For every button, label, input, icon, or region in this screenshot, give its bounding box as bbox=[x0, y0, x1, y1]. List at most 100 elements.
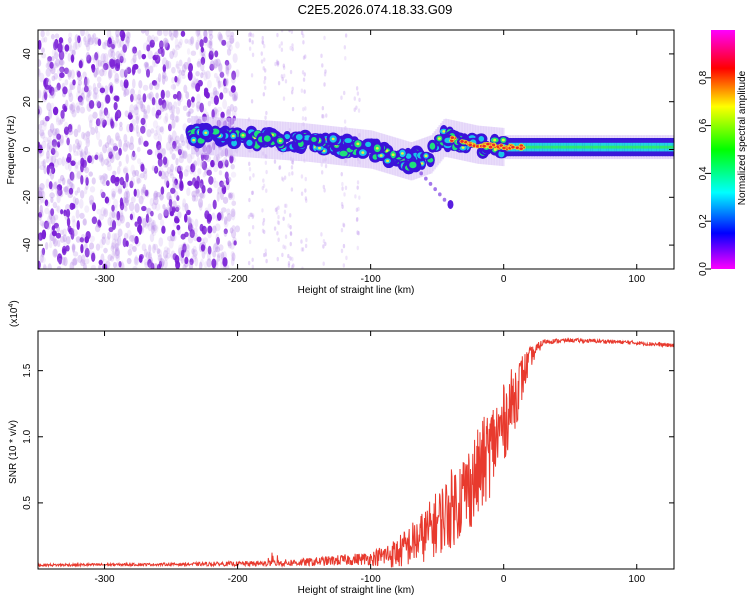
spectrogram-noise-cell bbox=[129, 104, 135, 115]
spectrogram-noise-cell bbox=[47, 135, 52, 145]
spectrogram-noise-cell bbox=[107, 147, 113, 156]
spectrogram-noise-cell bbox=[125, 86, 131, 96]
spectrogram-noise-cell bbox=[72, 79, 76, 86]
spectrogram-noise-cell bbox=[106, 134, 112, 145]
spectrogram-noise-cell bbox=[201, 184, 206, 192]
spectrogram-faint-cell bbox=[278, 165, 282, 170]
spectrogram-noise-cell bbox=[143, 248, 148, 258]
spectrogram-noise-cell bbox=[143, 170, 148, 181]
spectrogram-noise-cell bbox=[51, 230, 57, 237]
spectrogram-noise-cell bbox=[184, 203, 189, 213]
spectrogram-faint-cell bbox=[289, 241, 292, 247]
spectrogram-noise-cell bbox=[158, 170, 163, 177]
spectrogram-noise-cell bbox=[208, 175, 214, 185]
spectrogram-noise-cell bbox=[72, 143, 77, 153]
spectrogram-noise-cell bbox=[123, 197, 128, 208]
spectrogram-noise-cell bbox=[85, 94, 90, 102]
spectrogram-noise-cell bbox=[211, 109, 215, 119]
spectrogram-noise-cell bbox=[213, 59, 219, 69]
spectrogram-noise-cell bbox=[177, 98, 181, 107]
spectrogram-noise-cell bbox=[88, 37, 94, 46]
snr-panel: -300 -200 -100 0 100 0.51.01.5 Height of str… bbox=[8, 300, 675, 596]
spectrogram-faint-cell bbox=[356, 180, 360, 185]
spectrogram-noise-cell bbox=[172, 93, 178, 100]
spectrogram-band-core bbox=[582, 145, 586, 149]
spectrogram-noise-cell bbox=[143, 110, 148, 119]
spectrogram-noise-cell bbox=[74, 197, 79, 205]
spectrogram-noise-cell bbox=[115, 254, 121, 262]
spectrogram-noise-cell bbox=[89, 119, 93, 129]
spectrogram-noise-cell bbox=[205, 70, 211, 80]
spectrogram-noise-cell bbox=[91, 252, 96, 262]
spectrogram-noise-cell bbox=[139, 173, 145, 179]
spectrogram-noise-cell bbox=[221, 39, 227, 46]
spectrogram-band-core bbox=[635, 145, 639, 149]
spectrogram-noise-cell bbox=[182, 198, 187, 208]
spectrogram-noise-cell bbox=[59, 174, 65, 182]
spectrogram-noise-cell bbox=[169, 106, 174, 114]
spectrogram-noise-cell bbox=[111, 238, 117, 249]
spectrogram-noise-cell bbox=[203, 30, 208, 38]
spectrogram-noise-cell bbox=[187, 216, 192, 226]
spectrogram-noise-cell bbox=[105, 111, 110, 119]
spectrogram-faint-cell bbox=[289, 45, 292, 51]
spectrogram-noise-cell bbox=[86, 90, 91, 98]
spectrogram-noise-cell bbox=[202, 237, 209, 244]
spectrogram-faint-cell bbox=[287, 260, 291, 266]
spectrogram-x-tick-label: 100 bbox=[628, 274, 645, 285]
spectrogram-noise-cell bbox=[52, 128, 58, 136]
spectrogram-noise-cell bbox=[186, 98, 192, 108]
spectrogram-noise-cell bbox=[190, 36, 195, 45]
spectrogram-noise-cell bbox=[174, 135, 181, 144]
spectrogram-noise-cell bbox=[193, 227, 198, 235]
spectrogram-noise-cell bbox=[126, 229, 132, 239]
spectrogram-noise-cell bbox=[219, 92, 224, 100]
spectrogram-noise-cell bbox=[86, 151, 91, 159]
spectrogram-noise-cell bbox=[75, 236, 81, 243]
spectrogram-noise-cell bbox=[231, 192, 235, 201]
spectrogram-noise-cell bbox=[140, 117, 146, 126]
spectrogram-noise-cell bbox=[213, 63, 217, 70]
spectrogram-noise-cell bbox=[47, 263, 52, 269]
spectrogram-noise-cell bbox=[96, 208, 102, 215]
spectrogram-noise-cell bbox=[126, 257, 132, 265]
spectrogram-noise-cell bbox=[213, 72, 218, 79]
spectrogram-noise-cell bbox=[123, 140, 130, 148]
spectrogram-noise-cell bbox=[135, 115, 140, 125]
spectrogram-noise-cell bbox=[41, 247, 46, 256]
spectrogram-faint-cell bbox=[289, 230, 293, 236]
spectrogram-noise-cell bbox=[163, 259, 168, 269]
spectrogram-faint-cell bbox=[322, 114, 325, 119]
spectrogram-faint-cell bbox=[289, 256, 292, 261]
spectrogram-noise-cell bbox=[91, 216, 98, 225]
spectrogram-noise-cell bbox=[135, 188, 140, 198]
spectrogram-blob-core bbox=[375, 146, 379, 150]
spectrogram-noise-cell bbox=[46, 150, 50, 160]
spectrogram-streak bbox=[419, 171, 423, 176]
spectrogram-faint-cell bbox=[304, 176, 307, 182]
spectrogram-noise-cell bbox=[218, 63, 223, 73]
spectrogram-noise-cell bbox=[98, 109, 103, 117]
spectrogram-noise-cell bbox=[42, 136, 49, 143]
spectrogram-noise-cell bbox=[104, 173, 109, 181]
spectrogram-noise-cell bbox=[38, 59, 42, 67]
spectrogram-faint-cell bbox=[358, 97, 361, 103]
spectrogram-noise-cell bbox=[168, 30, 172, 38]
spectrogram-noise-cell bbox=[77, 83, 81, 94]
spectrogram-noise-cell bbox=[146, 129, 152, 138]
spectrogram-noise-cell bbox=[187, 70, 193, 81]
spectrogram-faint-cell bbox=[323, 188, 326, 193]
spectrogram-noise-cell bbox=[218, 33, 223, 42]
spectrogram-noise-cell bbox=[94, 52, 99, 61]
spectrogram-noise-cell bbox=[39, 254, 44, 263]
spectrogram-faint-cell bbox=[355, 86, 359, 91]
spectrogram-faint-cell bbox=[302, 77, 306, 82]
spectrogram-faint-cell bbox=[275, 59, 279, 64]
spectrogram-noise-cell bbox=[137, 68, 142, 74]
spectrogram-faint-cell bbox=[343, 90, 346, 96]
spectrogram-noise-cell bbox=[195, 70, 200, 77]
spectrogram-noise-cell bbox=[89, 199, 94, 206]
spectrogram-noise-cell bbox=[228, 44, 233, 52]
spectrogram-noise-cell bbox=[119, 79, 124, 88]
spectrogram-faint-cell bbox=[276, 231, 279, 236]
